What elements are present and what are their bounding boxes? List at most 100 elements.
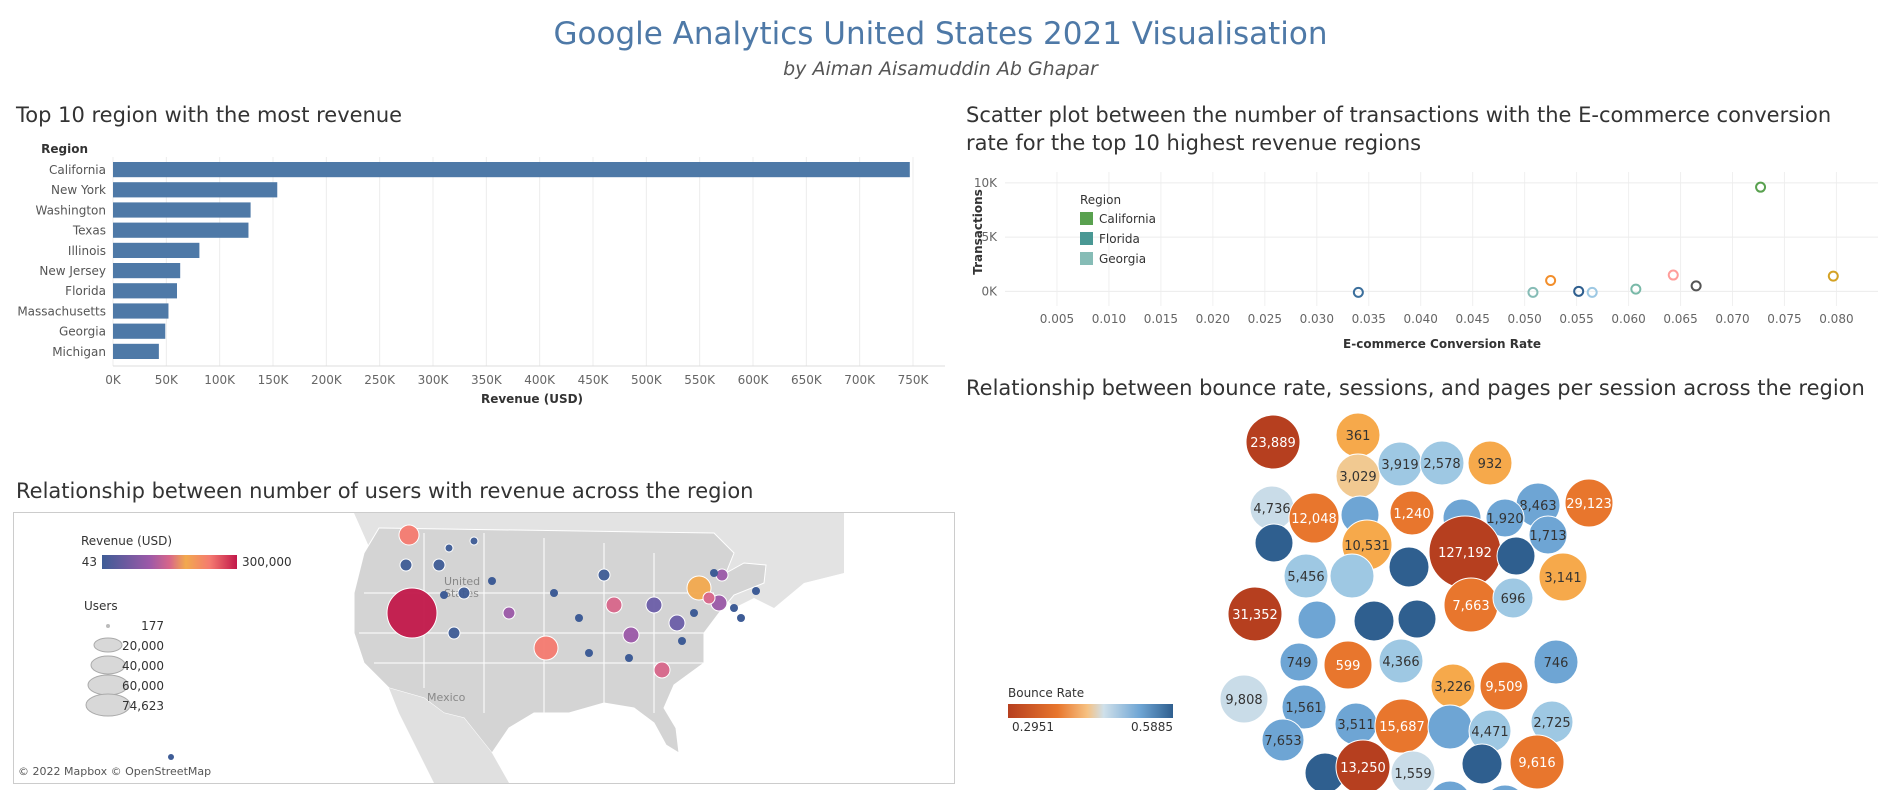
bubble[interactable] bbox=[1429, 780, 1471, 790]
bubble[interactable] bbox=[1496, 536, 1536, 576]
map-mark-small[interactable] bbox=[678, 637, 686, 645]
map-mark-massachusetts[interactable] bbox=[715, 568, 729, 582]
bubble-label: 1,240 bbox=[1393, 507, 1430, 522]
map-mark-texas[interactable] bbox=[533, 635, 559, 661]
map-mark-florida[interactable] bbox=[653, 661, 671, 679]
bubble[interactable] bbox=[1390, 750, 1436, 790]
bar-florida[interactable] bbox=[113, 283, 177, 299]
map-mark-small[interactable] bbox=[550, 589, 558, 597]
bubble[interactable] bbox=[1297, 600, 1337, 640]
scatter-point[interactable] bbox=[1545, 274, 1557, 286]
bubble[interactable] bbox=[1329, 553, 1375, 599]
bubble[interactable] bbox=[1227, 586, 1283, 642]
map-mark-small[interactable] bbox=[625, 654, 633, 662]
map-mark-michigan[interactable] bbox=[597, 568, 611, 582]
scatter-legend: Region California Florida Georgia bbox=[1080, 193, 1156, 266]
bubble-label: 127,192 bbox=[1438, 546, 1492, 561]
bubble[interactable] bbox=[1528, 515, 1568, 555]
map-mark-idaho[interactable] bbox=[444, 543, 454, 553]
bar-new-jersey[interactable] bbox=[113, 263, 181, 279]
bubble[interactable] bbox=[1467, 440, 1513, 486]
bar-georgia[interactable] bbox=[113, 323, 166, 339]
bar-texas[interactable] bbox=[113, 222, 249, 238]
bubble[interactable] bbox=[1389, 490, 1435, 536]
bubble[interactable] bbox=[1397, 599, 1437, 639]
bubble[interactable] bbox=[1484, 784, 1526, 790]
bubble-label: 3,919 bbox=[1381, 458, 1418, 473]
map-mark-small[interactable] bbox=[488, 577, 496, 585]
bubble[interactable] bbox=[1378, 638, 1424, 684]
map-mark-ohio[interactable] bbox=[645, 596, 663, 614]
bubble[interactable] bbox=[1219, 674, 1269, 724]
map-mark-small[interactable] bbox=[585, 649, 593, 657]
map-mark-georgia[interactable] bbox=[622, 626, 640, 644]
scatter-x-tick: 0.080 bbox=[1819, 312, 1853, 326]
scatter-point[interactable] bbox=[1352, 286, 1364, 298]
bubble[interactable] bbox=[1323, 640, 1373, 690]
map-mark-oregon[interactable] bbox=[399, 558, 413, 572]
map-mark-montana[interactable] bbox=[469, 536, 479, 546]
map-mark-nevada[interactable] bbox=[432, 558, 446, 572]
bubble[interactable] bbox=[1353, 600, 1395, 642]
map-mark-illinois[interactable] bbox=[605, 596, 623, 614]
map-mark-virginia[interactable] bbox=[668, 614, 686, 632]
map-mark-small[interactable] bbox=[752, 587, 760, 595]
bar-x-axis-label: Revenue (USD) bbox=[481, 392, 583, 406]
map-mark-utah[interactable] bbox=[457, 586, 471, 600]
map-mark-new-jersey[interactable] bbox=[702, 591, 716, 605]
bubble[interactable] bbox=[1388, 546, 1430, 588]
scatter-point[interactable] bbox=[1690, 280, 1702, 292]
bubble[interactable] bbox=[1564, 478, 1614, 528]
bubble-label: 7,663 bbox=[1452, 599, 1489, 614]
map-mark-small[interactable] bbox=[690, 609, 698, 617]
bar-michigan[interactable] bbox=[113, 343, 159, 359]
scatter-point[interactable] bbox=[1573, 285, 1585, 297]
bubble[interactable] bbox=[1533, 639, 1579, 685]
bar-illinois[interactable] bbox=[113, 242, 200, 258]
bubble[interactable] bbox=[1479, 661, 1529, 711]
bar-massachusetts[interactable] bbox=[113, 303, 169, 319]
bubble[interactable] bbox=[1461, 743, 1503, 785]
map-mark-small[interactable] bbox=[710, 569, 718, 577]
bubble[interactable] bbox=[1281, 684, 1327, 730]
revenue-legend-min: 43 bbox=[82, 555, 97, 569]
bubble-label: 1,920 bbox=[1486, 512, 1523, 527]
map-mark-small[interactable] bbox=[440, 591, 448, 599]
bubble[interactable] bbox=[1492, 577, 1534, 619]
scatter-point[interactable] bbox=[1827, 270, 1839, 282]
bubble[interactable] bbox=[1245, 414, 1301, 470]
map-canvas[interactable]: United States United States Mexico Reven… bbox=[14, 513, 954, 783]
scatter-point[interactable] bbox=[1527, 286, 1539, 298]
map-mark-small[interactable] bbox=[575, 614, 583, 622]
bar-washington[interactable] bbox=[113, 202, 251, 218]
bubble[interactable] bbox=[1283, 553, 1329, 599]
bubble[interactable] bbox=[1288, 492, 1340, 544]
bubble[interactable] bbox=[1261, 718, 1305, 762]
bubble[interactable] bbox=[1335, 739, 1391, 790]
bar-new-york[interactable] bbox=[113, 182, 278, 198]
bubble-label: 13,250 bbox=[1340, 761, 1386, 776]
map-mark-small[interactable] bbox=[730, 604, 738, 612]
bubble-label: 1,561 bbox=[1285, 701, 1322, 716]
bubble[interactable] bbox=[1419, 440, 1465, 486]
bubble[interactable] bbox=[1485, 498, 1525, 538]
scatter-point[interactable] bbox=[1630, 283, 1642, 295]
map-mark-colorado[interactable] bbox=[502, 606, 516, 620]
map-mark-arizona[interactable] bbox=[447, 626, 461, 640]
bubble-label: 4,366 bbox=[1382, 655, 1419, 670]
scatter-point[interactable] bbox=[1586, 286, 1598, 298]
bubble[interactable] bbox=[1279, 642, 1319, 682]
bubble[interactable] bbox=[1538, 552, 1588, 602]
scatter-point[interactable] bbox=[1755, 181, 1767, 193]
bubble[interactable] bbox=[1509, 734, 1565, 790]
bubble-label: 1,559 bbox=[1394, 767, 1431, 782]
bar-california[interactable] bbox=[113, 162, 910, 178]
bubble[interactable] bbox=[1254, 523, 1294, 563]
scatter-point[interactable] bbox=[1667, 269, 1679, 281]
bubble[interactable] bbox=[1427, 704, 1473, 750]
map-mark-washington[interactable] bbox=[398, 524, 420, 546]
map-mark-small[interactable] bbox=[737, 614, 745, 622]
map-mark-california[interactable] bbox=[386, 587, 438, 639]
users-size-legend: 177 20,000 40,000 60,000 74,623 bbox=[85, 619, 164, 717]
map-panel[interactable]: United States United States Mexico Reven… bbox=[13, 512, 955, 784]
